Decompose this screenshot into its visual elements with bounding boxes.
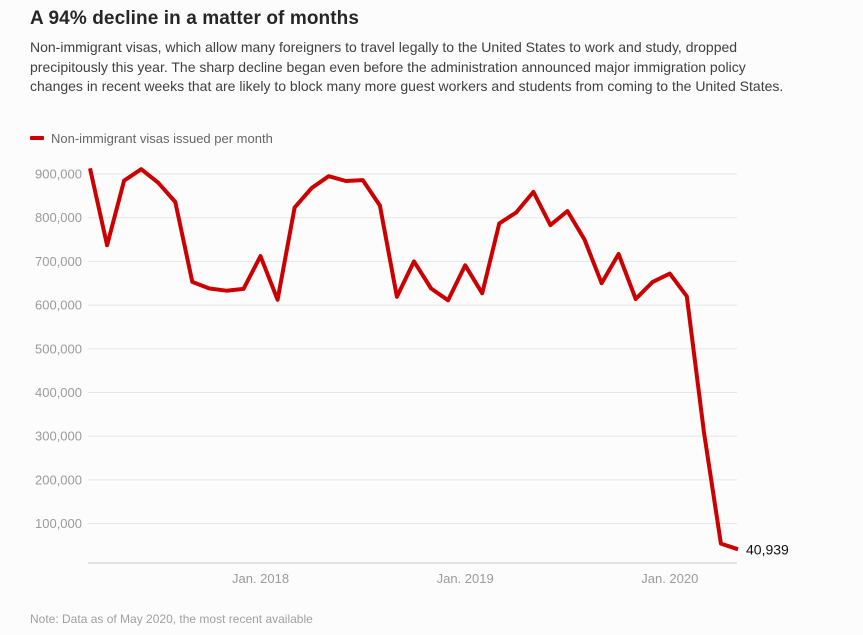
y-tick-label: 500,000 xyxy=(35,341,82,356)
legend: Non-immigrant visas issued per month xyxy=(30,130,273,146)
y-tick-label: 600,000 xyxy=(35,298,82,313)
legend-label: Non-immigrant visas issued per month xyxy=(51,130,273,146)
x-tick-label: Jan. 2018 xyxy=(232,571,289,586)
y-tick-label: 300,000 xyxy=(35,429,82,444)
visa-series-line xyxy=(88,167,739,552)
y-tick-label: 800,000 xyxy=(35,210,82,225)
y-tick-label: 100,000 xyxy=(35,516,82,531)
y-tick-label: 700,000 xyxy=(35,254,82,269)
chart-description: Non-immigrant visas, which allow many fo… xyxy=(30,39,784,94)
y-tick-label: 900,000 xyxy=(35,167,82,182)
source-note: Note: Data as of May 2020, the most rece… xyxy=(30,612,313,626)
x-tick-label: Jan. 2020 xyxy=(641,571,698,586)
chart-title: A 94% decline in a matter of months xyxy=(30,8,360,29)
legend-line-swatch xyxy=(30,136,44,140)
end-value-label: 40,939 xyxy=(746,541,789,557)
x-tick-label: Jan. 2019 xyxy=(437,571,494,586)
y-tick-label: 400,000 xyxy=(35,385,82,400)
y-tick-label: 200,000 xyxy=(35,472,82,487)
